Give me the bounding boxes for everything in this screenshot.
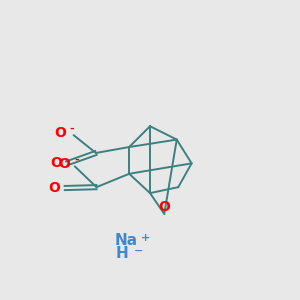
Text: −: − [134, 246, 143, 256]
Text: O: O [54, 126, 66, 140]
Text: O: O [48, 181, 60, 195]
Text: O: O [58, 157, 70, 171]
Text: -: - [70, 124, 74, 134]
Text: -: - [74, 155, 79, 165]
Text: O: O [50, 156, 62, 170]
Text: Na: Na [115, 233, 138, 248]
Text: H: H [116, 246, 128, 261]
Text: O: O [158, 200, 170, 214]
Text: +: + [141, 233, 150, 243]
